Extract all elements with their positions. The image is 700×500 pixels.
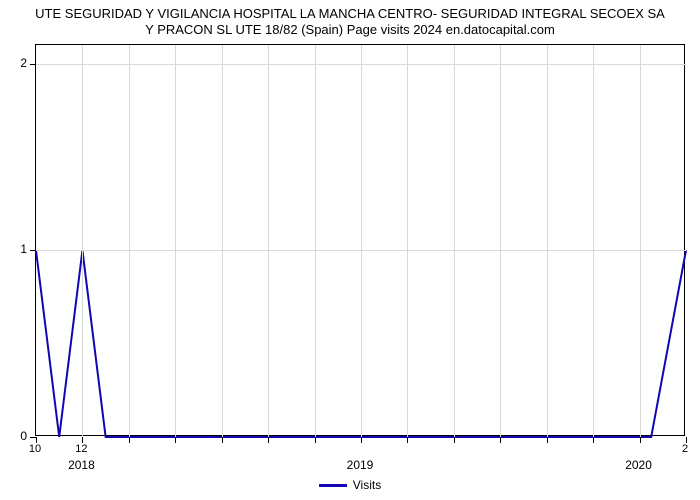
x-tick-label-minor: 12	[75, 443, 87, 455]
x-tick-minor	[500, 437, 501, 443]
y-tick	[30, 64, 36, 65]
x-tick-label-major: 2018	[68, 458, 95, 472]
chart-title: UTE SEGURIDAD Y VIGILANCIA HOSPITAL LA M…	[0, 6, 700, 39]
gridline-v	[175, 45, 176, 437]
legend-label: Visits	[353, 478, 381, 492]
gridline-v	[315, 45, 316, 437]
chart-legend: Visits	[0, 478, 700, 492]
x-tick-minor	[547, 437, 548, 443]
x-tick-label-minor: 2	[682, 443, 688, 455]
x-tick-label-minor: 10	[29, 443, 41, 455]
x-tick-minor	[268, 437, 269, 443]
y-tick-label: 2	[0, 56, 27, 70]
y-tick-label: 0	[0, 429, 27, 443]
x-tick-minor	[593, 437, 594, 443]
x-tick-minor	[175, 437, 176, 443]
x-tick-minor	[361, 437, 362, 443]
x-tick-minor	[315, 437, 316, 443]
gridline-v	[454, 45, 455, 437]
y-tick	[30, 250, 36, 251]
gridline-v	[640, 45, 641, 437]
gridline-v	[82, 45, 83, 437]
gridline-v	[407, 45, 408, 437]
x-tick-minor	[407, 437, 408, 443]
gridline-v	[593, 45, 594, 437]
plot-area	[35, 44, 685, 436]
gridline-v	[500, 45, 501, 437]
gridline-v	[268, 45, 269, 437]
x-tick-minor	[222, 437, 223, 443]
gridline-v	[361, 45, 362, 437]
y-tick-label: 1	[0, 242, 27, 256]
x-tick-label-major: 2019	[347, 458, 374, 472]
x-tick-minor	[129, 437, 130, 443]
x-tick-label-major: 2020	[625, 458, 652, 472]
legend-swatch	[319, 484, 347, 487]
x-tick-minor	[640, 437, 641, 443]
gridline-v	[129, 45, 130, 437]
x-tick-minor	[454, 437, 455, 443]
gridline-v	[547, 45, 548, 437]
gridline-v	[222, 45, 223, 437]
